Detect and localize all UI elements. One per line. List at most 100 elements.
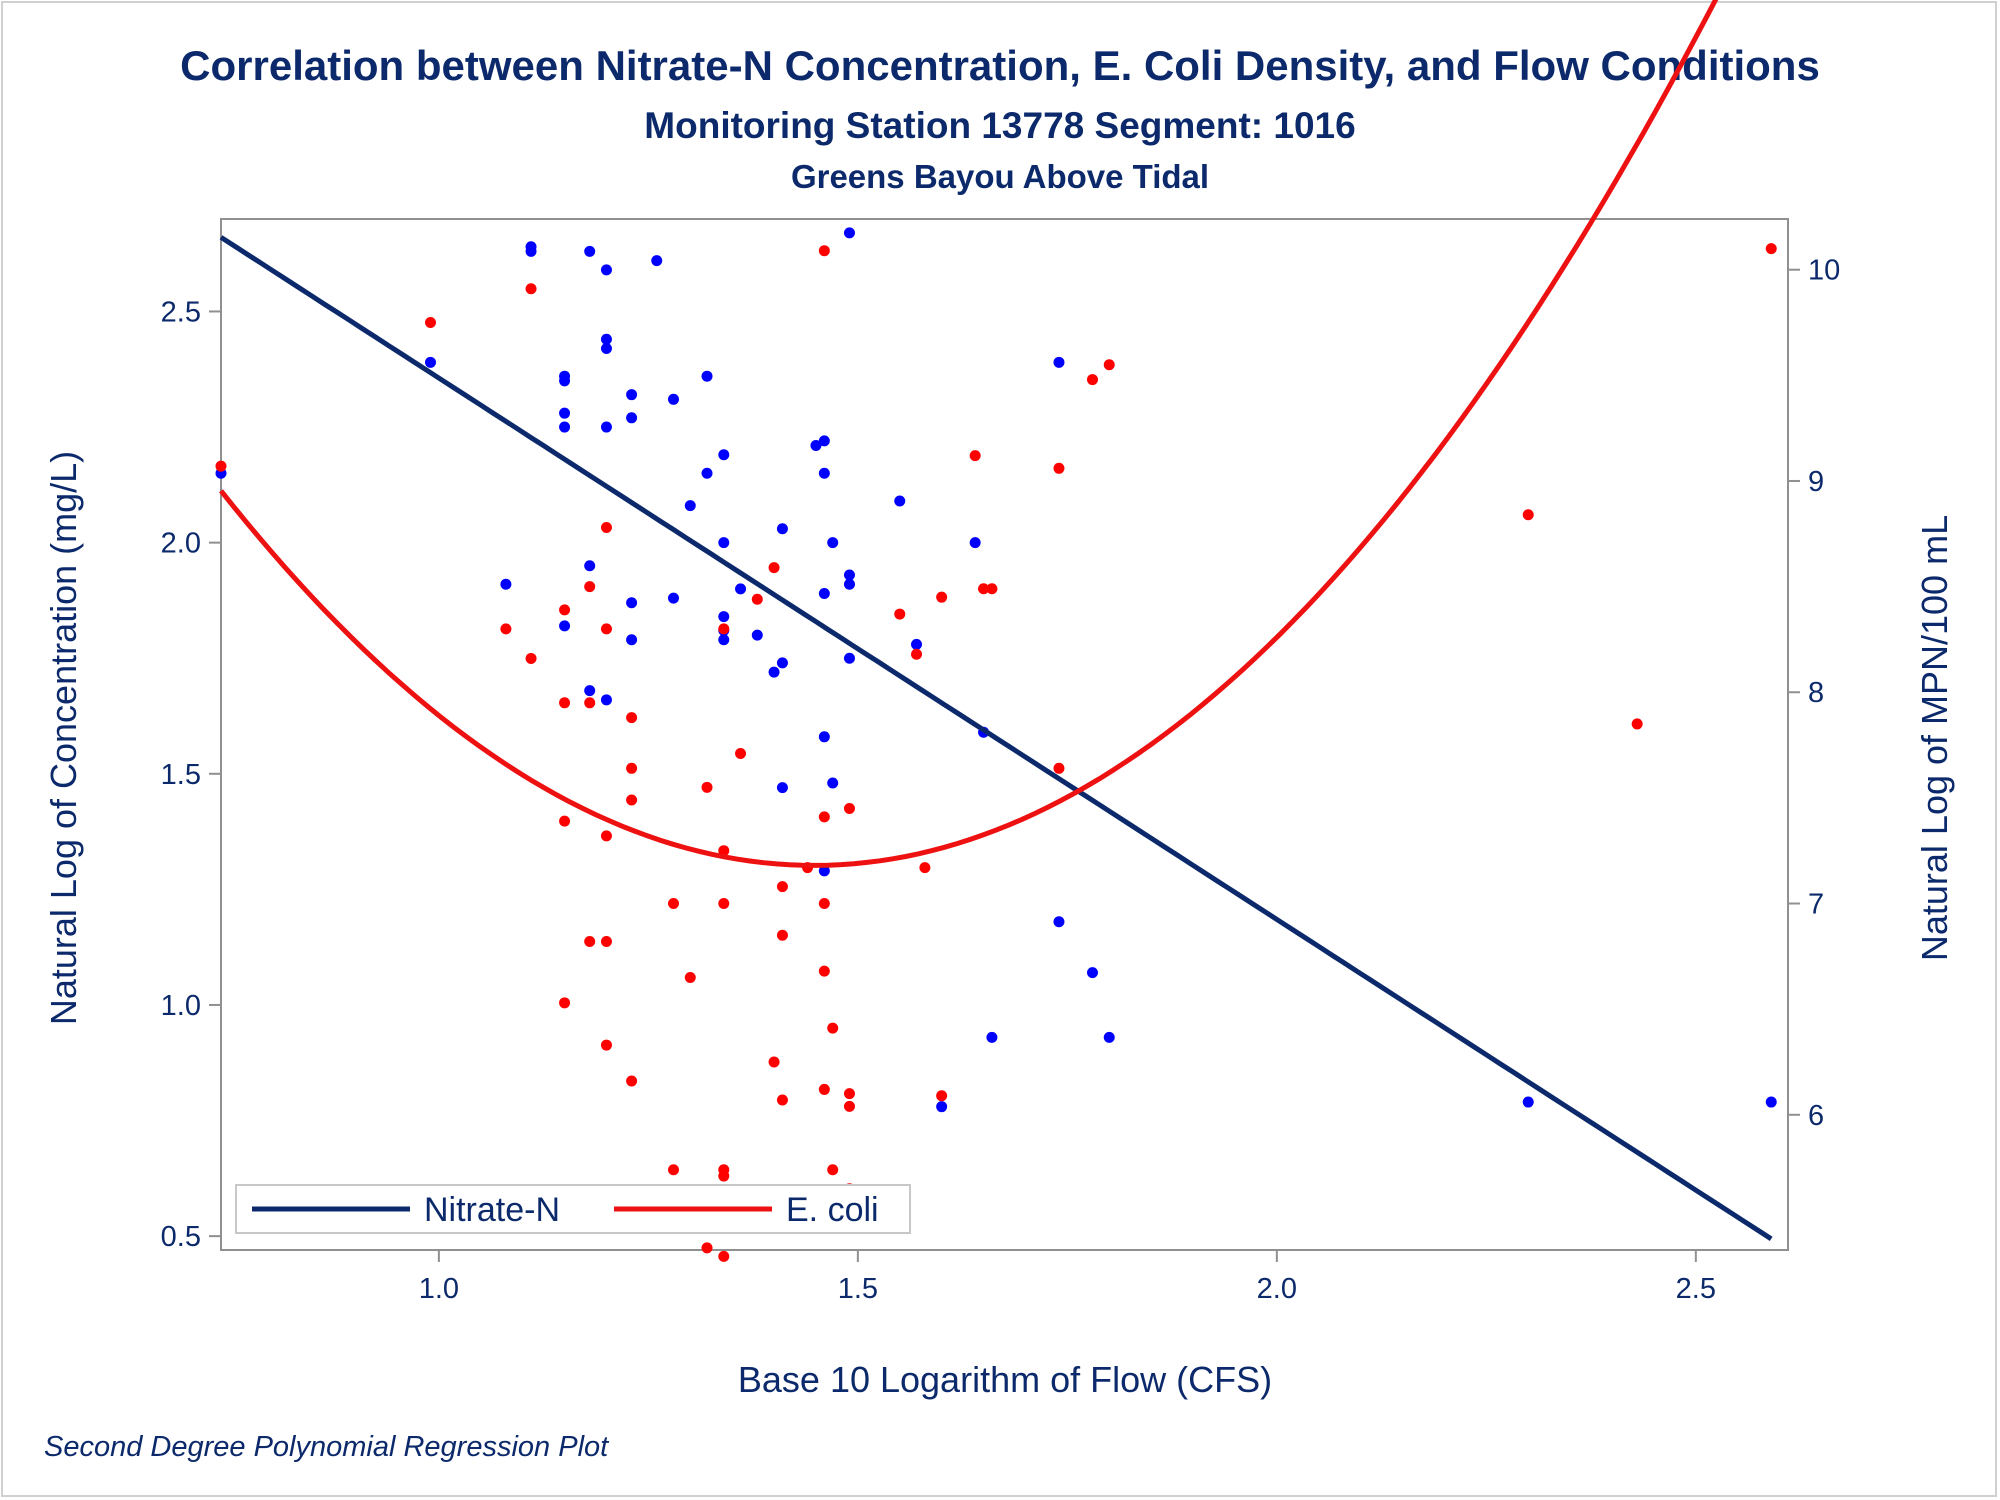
nitrate-point (701, 467, 713, 479)
nitrate-point (1053, 356, 1065, 368)
ecoli-point (668, 898, 680, 910)
y-tick-label: 1.0 (161, 990, 201, 1022)
nitrate-point (701, 370, 713, 382)
ecoli-point (919, 862, 931, 874)
ecoli-point (978, 583, 990, 595)
nitrate-point (1765, 1096, 1777, 1108)
ecoli-point (500, 623, 512, 635)
ecoli-point (559, 697, 571, 709)
ecoli-point (701, 1242, 713, 1254)
nitrate-point (911, 638, 923, 650)
y-axis-left: 0.5 1.0 1.5 2.0 2.5 (161, 296, 221, 1253)
nitrate-point (818, 435, 830, 447)
nitrate-point (818, 731, 830, 743)
ecoli-point (559, 997, 571, 1009)
nitrate-point (1522, 1096, 1534, 1108)
nitrate-point (827, 777, 839, 789)
ecoli-point (718, 623, 730, 635)
footnote: Second Degree Polynomial Regression Plot (44, 1431, 610, 1463)
ecoli-point (626, 762, 638, 774)
nitrate-point (843, 578, 855, 590)
ecoli-point (215, 460, 227, 472)
ecoli-point (768, 1056, 780, 1068)
x-tick-label: 1.5 (838, 1273, 878, 1305)
nitrate-point (600, 421, 612, 433)
ecoli-point (1522, 509, 1534, 521)
nitrate-point (818, 467, 830, 479)
y-axis-right: 6 7 8 9 10 (1788, 255, 1840, 1132)
nitrate-point (651, 255, 663, 267)
plot-area (220, 218, 1789, 1251)
ecoli-point (684, 971, 696, 983)
y2-tick-label: 8 (1808, 677, 1824, 709)
y-tick-label: 2.5 (161, 296, 201, 328)
nitrate-point (525, 241, 537, 253)
ecoli-point (525, 652, 537, 664)
nitrate-point (1086, 967, 1098, 979)
ecoli-point (768, 562, 780, 574)
nitrate-point (626, 389, 638, 401)
ecoli-point (1631, 718, 1643, 730)
ecoli-point (1103, 359, 1115, 371)
ecoli-point (818, 811, 830, 823)
ecoli-point (1765, 243, 1777, 255)
nitrate-point (668, 393, 680, 405)
ecoli-point (600, 1039, 612, 1051)
ecoli-point (584, 936, 596, 948)
ecoli-point (776, 881, 788, 893)
nitrate-point (843, 569, 855, 581)
ecoli-point (936, 1090, 948, 1102)
ecoli-point (718, 1170, 730, 1182)
nitrate-point (600, 264, 612, 276)
nitrate-point (500, 578, 512, 590)
nitrate-point (776, 782, 788, 794)
nitrate-points (215, 227, 1777, 1113)
nitrate-point (776, 657, 788, 669)
nitrate-point (626, 597, 638, 609)
ecoli-point (827, 1164, 839, 1176)
nitrate-point (584, 245, 596, 257)
ecoli-point (559, 815, 571, 827)
ecoli-point (626, 1075, 638, 1087)
ecoli-point (818, 898, 830, 910)
y2-tick-label: 9 (1808, 466, 1824, 498)
ecoli-point (751, 593, 763, 605)
y2-axis-label: Natural Log of MPN/100 mL (1914, 515, 1955, 961)
y2-tick-label: 10 (1808, 255, 1840, 287)
nitrate-point (1103, 1031, 1115, 1043)
nitrate-point (810, 440, 822, 452)
legend-nitrate-label: Nitrate-N (424, 1191, 560, 1229)
nitrate-point (600, 342, 612, 354)
nitrate-point (600, 333, 612, 345)
ecoli-point (701, 781, 713, 793)
ecoli-point (626, 712, 638, 724)
ecoli-point (818, 965, 830, 977)
nitrate-point (1053, 916, 1065, 928)
nitrate-point (718, 634, 730, 646)
y-tick-label: 0.5 (161, 1221, 201, 1253)
ecoli-point (1053, 762, 1065, 774)
nitrate-point (735, 583, 747, 595)
nitrate-point (827, 537, 839, 549)
nitrate-point (843, 652, 855, 664)
ecoli-point (584, 697, 596, 709)
nitrate-point (818, 587, 830, 599)
ecoli-point (894, 608, 906, 620)
ecoli-point (525, 283, 537, 295)
ecoli-point (776, 1094, 788, 1106)
nitrate-point (986, 1031, 998, 1043)
ecoli-point (718, 1250, 730, 1262)
nitrate-point (559, 421, 571, 433)
chart-subtitle-2: Greens Bayou Above Tidal (791, 158, 1209, 195)
ecoli-point (827, 1022, 839, 1034)
ecoli-point (936, 591, 948, 603)
chart-title: Correlation between Nitrate-N Concentrat… (180, 42, 1820, 89)
nitrate-point (559, 620, 571, 632)
ecoli-point (1086, 374, 1098, 386)
nitrate-fit-line (219, 235, 1773, 1241)
ecoli-point (718, 845, 730, 857)
ecoli-point (600, 936, 612, 948)
ecoli-point (600, 830, 612, 842)
ecoli-point (584, 581, 596, 593)
